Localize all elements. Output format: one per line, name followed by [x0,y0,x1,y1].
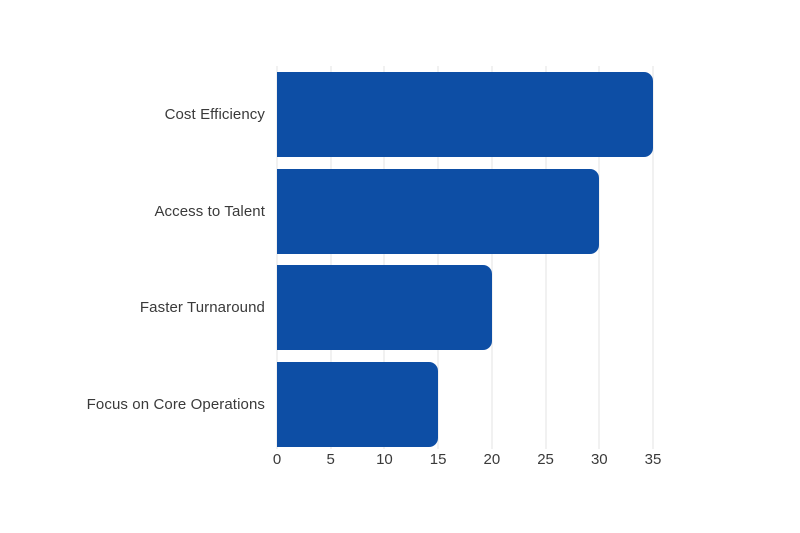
y-axis-labels: Cost Efficiency Access to Talent Faster Tu… [0,66,265,453]
x-tick-label: 0 [272,451,282,468]
category-label: Faster Turnaround [139,299,265,317]
x-tick-label: 35 [644,451,662,468]
gridline [545,66,547,449]
bar-row [277,66,653,163]
gridline [491,66,493,449]
bar [277,71,653,157]
bar-row [277,356,653,453]
bars [277,66,653,453]
plot-area [276,66,654,449]
gridline [598,66,600,449]
gridline [652,66,654,449]
category-label: Access to Talent [154,202,265,220]
x-tick-label: 20 [483,451,501,468]
gridline [383,66,385,449]
gridline [437,66,439,449]
bar [277,265,492,351]
bar-row [277,163,653,260]
x-tick-label: 15 [429,451,447,468]
bar [277,362,439,448]
x-tick-label: 25 [537,451,554,468]
category-label: Focus on Core Operations [86,396,265,414]
x-axis: 0 5 10 15 20 25 30 35 [273,451,662,471]
x-tick-label: 30 [590,451,608,468]
bar [277,168,600,254]
gridline [330,66,332,449]
x-tick-label: 10 [376,451,393,468]
gridline [276,66,278,449]
x-tick-label: 5 [326,451,335,468]
category-label: Cost Efficiency [164,105,265,123]
bar-row [277,260,653,357]
